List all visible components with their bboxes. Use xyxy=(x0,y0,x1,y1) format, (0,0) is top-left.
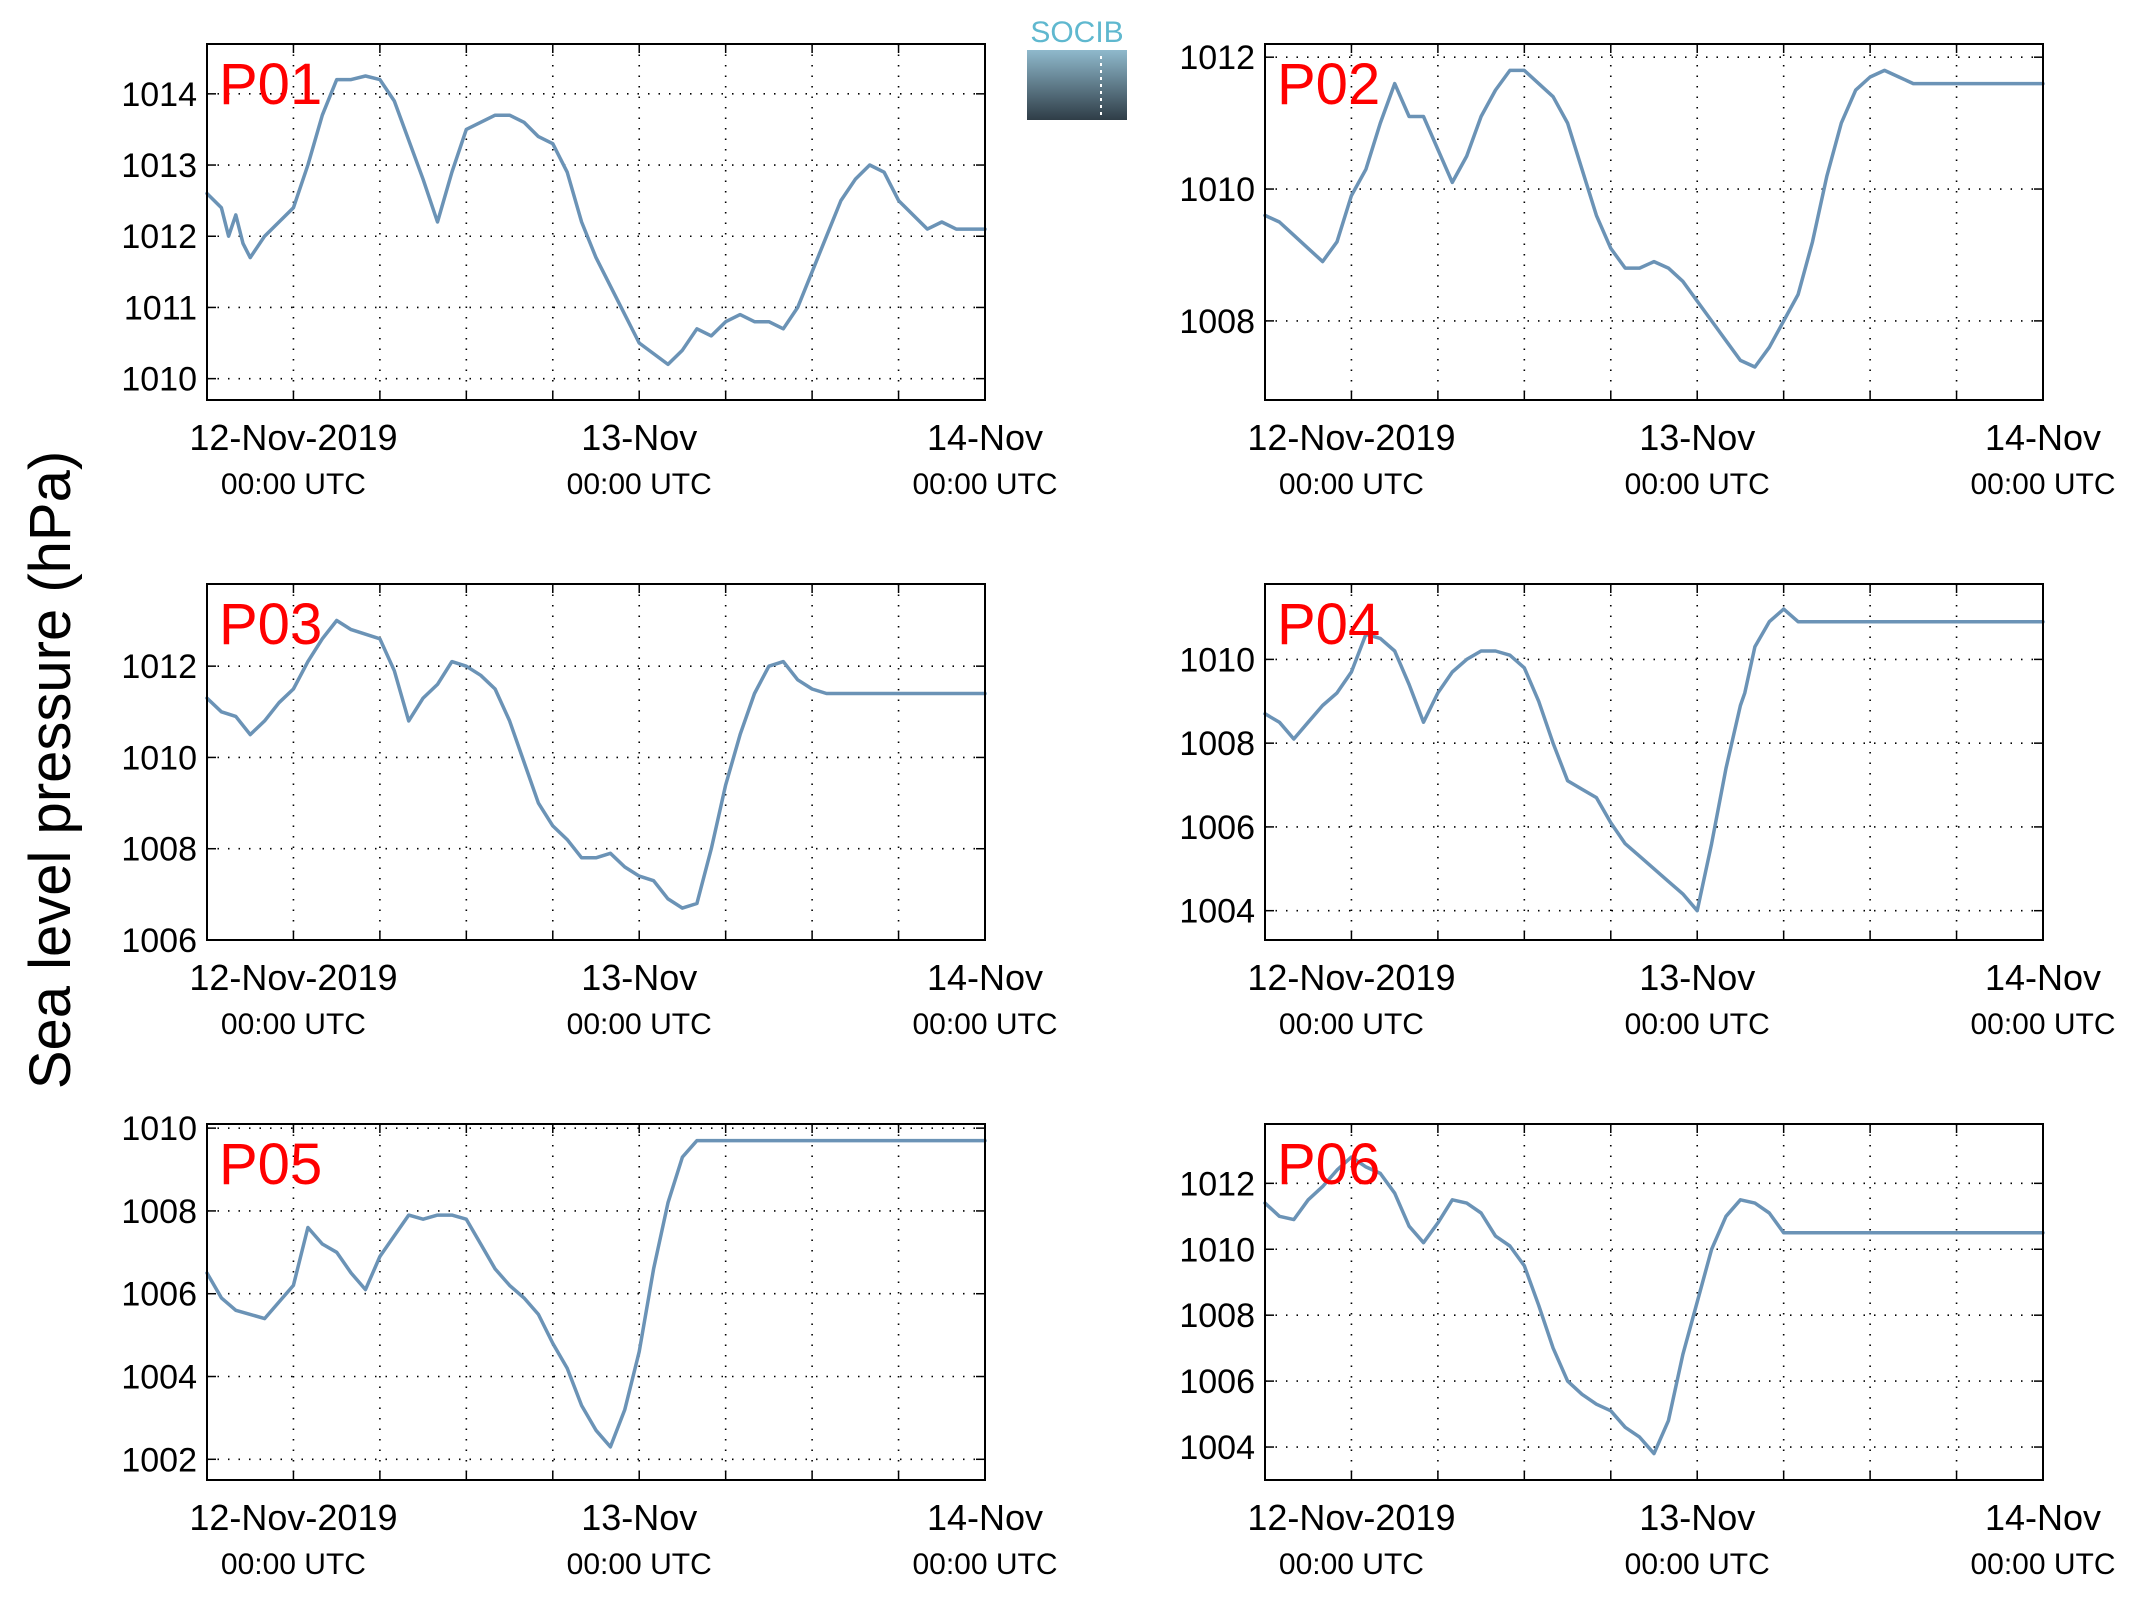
panel-label: P06 xyxy=(1277,1132,1380,1197)
panel-p06: 1004 1006 1008 1010 1012 12-Nov-2019 00:00 UTC… xyxy=(1179,1123,2116,1581)
socib-logo: SOCIB xyxy=(1027,16,1127,120)
x-tick-label-date: 14-Nov xyxy=(1985,957,2101,998)
axes-box xyxy=(1264,583,2044,941)
panels: 1010 1011 1012 1013 1014 12-Nov-2019 00:00 UTC… xyxy=(121,39,2115,1581)
x-tick-label-time: 00:00 UTC xyxy=(1279,468,1424,501)
y-tick-label: 1012 xyxy=(121,648,197,686)
axes-box xyxy=(206,583,986,941)
x-tick-label-date: 12-Nov-2019 xyxy=(189,417,397,458)
x-tick-label-date: 12-Nov-2019 xyxy=(1247,957,1455,998)
y-tick-label: 1013 xyxy=(121,147,197,185)
x-tick-label-time: 00:00 UTC xyxy=(1625,1008,1770,1041)
panel-p05: 1002 1004 1006 1008 1010 12-Nov-2019 00:00 UTC… xyxy=(121,1110,1057,1581)
y-tick-label: 1010 xyxy=(121,361,197,399)
x-tick-label-time: 00:00 UTC xyxy=(567,1008,712,1041)
y-tick-label: 1008 xyxy=(1179,725,1255,763)
y-tick-label: 1010 xyxy=(1179,1231,1255,1269)
x-tick-label-time: 00:00 UTC xyxy=(912,1008,1057,1041)
x-tick-label-date: 14-Nov xyxy=(927,417,1043,458)
panel-p03: 1006 1008 1010 1012 12-Nov-2019 00:00 UTC 13-N… xyxy=(121,583,1058,1041)
series-line xyxy=(1263,68,2045,369)
x-tick-label-date: 13-Nov xyxy=(1639,957,1755,998)
series-line xyxy=(205,618,987,910)
x-tick-label-date: 13-Nov xyxy=(581,957,697,998)
y-tick-label: 1011 xyxy=(124,289,197,327)
y-tick-label: 1012 xyxy=(1179,1165,1255,1203)
x-tick-label-time: 00:00 UTC xyxy=(221,1008,366,1041)
panel-label: P05 xyxy=(219,1132,322,1197)
x-tick-label-date: 14-Nov xyxy=(927,1497,1043,1538)
x-tick-label-time: 00:00 UTC xyxy=(1625,468,1770,501)
y-tick-label: 1010 xyxy=(1179,171,1255,209)
y-tick-label: 1012 xyxy=(121,218,197,256)
x-tick-label-date: 12-Nov-2019 xyxy=(1247,417,1455,458)
panel-p01: 1010 1011 1012 1013 1014 12-Nov-2019 00:00 UTC… xyxy=(121,43,1058,501)
x-tick-label-time: 00:00 UTC xyxy=(221,1548,366,1581)
x-tick-label-date: 13-Nov xyxy=(1639,417,1755,458)
y-tick-label: 1012 xyxy=(1179,39,1255,77)
x-tick-label-time: 00:00 UTC xyxy=(912,1548,1057,1581)
y-tick-label: 1010 xyxy=(1179,641,1255,679)
y-tick-label: 1010 xyxy=(121,1110,197,1148)
x-tick-label-date: 12-Nov-2019 xyxy=(1247,1497,1455,1538)
y-tick-label: 1006 xyxy=(121,922,197,960)
x-tick-label-date: 13-Nov xyxy=(1639,1497,1755,1538)
y-tick-label: 1006 xyxy=(1179,809,1255,847)
y-tick-label: 1008 xyxy=(1179,1297,1255,1335)
y-tick-label: 1008 xyxy=(121,1193,197,1231)
series-line xyxy=(205,74,987,367)
panel-label: P04 xyxy=(1277,592,1380,657)
panel-p04: 1004 1006 1008 1010 12-Nov-2019 00:00 UTC 13-N… xyxy=(1179,583,2116,1041)
axes-box xyxy=(206,43,986,401)
x-tick-label-time: 00:00 UTC xyxy=(912,468,1057,501)
x-tick-label-date: 14-Nov xyxy=(1985,417,2101,458)
series-line xyxy=(205,1138,987,1449)
x-tick-label-time: 00:00 UTC xyxy=(1625,1548,1770,1581)
x-tick-label-date: 13-Nov xyxy=(581,417,697,458)
y-tick-label: 1006 xyxy=(1179,1363,1255,1401)
x-tick-label-time: 00:00 UTC xyxy=(221,468,366,501)
x-tick-label-time: 00:00 UTC xyxy=(1279,1548,1424,1581)
y-tick-label: 1008 xyxy=(121,831,197,869)
x-tick-label-time: 00:00 UTC xyxy=(567,1548,712,1581)
y-axis-label: Sea level pressure (hPa) xyxy=(18,451,83,1089)
y-tick-label: 1004 xyxy=(1179,893,1255,931)
x-tick-label-date: 13-Nov xyxy=(581,1497,697,1538)
axes-box xyxy=(1264,43,2044,401)
series-line xyxy=(1263,607,2045,913)
x-tick-label-date: 14-Nov xyxy=(1985,1497,2101,1538)
socib-logo-text: SOCIB xyxy=(1030,16,1123,49)
y-tick-label: 1014 xyxy=(121,76,197,114)
y-tick-label: 1008 xyxy=(1179,303,1255,341)
x-tick-label-date: 12-Nov-2019 xyxy=(189,957,397,998)
x-tick-label-time: 00:00 UTC xyxy=(567,468,712,501)
axes-box xyxy=(1264,1123,2044,1481)
panel-label: P03 xyxy=(219,592,322,657)
x-tick-label-date: 14-Nov xyxy=(927,957,1043,998)
y-tick-label: 1002 xyxy=(121,1441,197,1479)
x-tick-label-date: 12-Nov-2019 xyxy=(189,1497,397,1538)
x-tick-label-time: 00:00 UTC xyxy=(1970,1008,2115,1041)
panel-label: P01 xyxy=(219,52,322,117)
y-tick-label: 1004 xyxy=(121,1359,197,1397)
y-tick-label: 1010 xyxy=(121,739,197,777)
panel-p02: 1008 1010 1012 12-Nov-2019 00:00 UTC 13-Nov 00… xyxy=(1179,39,2115,501)
x-tick-label-time: 00:00 UTC xyxy=(1970,468,2115,501)
x-tick-label-time: 00:00 UTC xyxy=(1970,1548,2115,1581)
series-line xyxy=(1263,1155,2045,1456)
x-tick-label-time: 00:00 UTC xyxy=(1279,1008,1424,1041)
y-tick-label: 1006 xyxy=(121,1276,197,1314)
panel-label: P02 xyxy=(1277,52,1380,117)
y-tick-label: 1004 xyxy=(1179,1429,1255,1467)
axes-box xyxy=(206,1123,986,1481)
